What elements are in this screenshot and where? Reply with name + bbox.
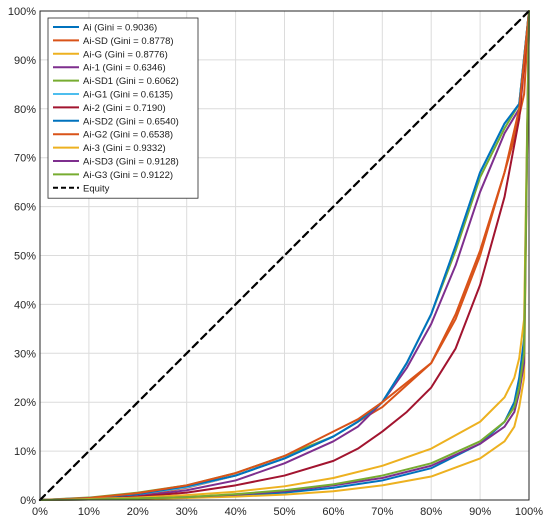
legend-entry-label: Ai-SD2 (Gini = 0.6540) (83, 116, 179, 127)
series-line-6 (39, 10, 530, 501)
legend-entry-label: Ai (Gini = 0.9036) (83, 23, 157, 34)
x-tick-label: 50% (273, 506, 295, 518)
x-tick-label: 100% (515, 506, 543, 518)
y-tick-label: 20% (14, 397, 36, 409)
series-line-11 (39, 10, 530, 501)
x-tick-label: 70% (371, 506, 393, 518)
legend-entry-label: Ai-SD (Gini = 0.8778) (83, 36, 174, 47)
legend-entry-label: Ai-SD3 (Gini = 0.9128) (83, 157, 179, 168)
y-tick-label: 50% (14, 251, 36, 263)
plot-border (39, 10, 530, 501)
y-tick-label: 10% (14, 446, 36, 458)
legend-entry-label: Ai-SD1 (Gini = 0.6062) (83, 76, 179, 87)
legend-entry-label: Ai-G3 (Gini = 0.9122) (83, 170, 173, 181)
x-tick-label: 0% (32, 506, 48, 518)
x-tick-label: 90% (469, 506, 491, 518)
legend: Ai (Gini = 0.9036) Ai-SD (Gini = 0.8778) A… (47, 17, 199, 199)
legend-entry-label: Ai-G (Gini = 0.8776) (83, 49, 168, 60)
legend-entry-label: Equity (83, 183, 110, 194)
series-line-9 (39, 10, 530, 501)
x-tick-label: 30% (176, 506, 198, 518)
legend-entry-label: Ai-2 (Gini = 0.7190) (83, 103, 166, 114)
y-tick-label: 90% (14, 55, 36, 67)
series-layer (38, 9, 531, 502)
x-tick-label: 40% (225, 506, 247, 518)
series-line-3 (39, 10, 530, 501)
legend-entry-label: Ai-1 (Gini = 0.6346) (83, 63, 166, 74)
series-line-12 (38, 9, 531, 502)
legend-entry-label: Ai-3 (Gini = 0.9332) (83, 143, 166, 154)
y-tick-label: 70% (14, 153, 36, 165)
legend-entry-label: Ai-G2 (Gini = 0.6538) (83, 130, 173, 141)
series-line-8 (39, 10, 530, 501)
y-tick-label: 100% (8, 6, 36, 18)
x-tick-label: 80% (420, 506, 442, 518)
y-tick-label: 60% (14, 202, 36, 214)
y-tick-label: 80% (14, 104, 36, 116)
y-tick-label: 40% (14, 299, 36, 311)
y-tick-label: 30% (14, 348, 36, 360)
legend-entry-label: Ai-G1 (Gini = 0.6135) (83, 90, 173, 101)
x-tick-label: 20% (127, 506, 149, 518)
y-tick-label: 0% (20, 495, 36, 507)
x-axis-ticks: 0% 10% 20% 30% 40% 50% 60% 70% 80% 90% 100% (32, 506, 543, 518)
x-tick-label: 10% (78, 506, 100, 518)
y-axis-ticks: 0% 10% 20% 30% 40% 50% 60% 70% 80% 90% 100% (8, 6, 36, 507)
x-tick-label: 60% (322, 506, 344, 518)
